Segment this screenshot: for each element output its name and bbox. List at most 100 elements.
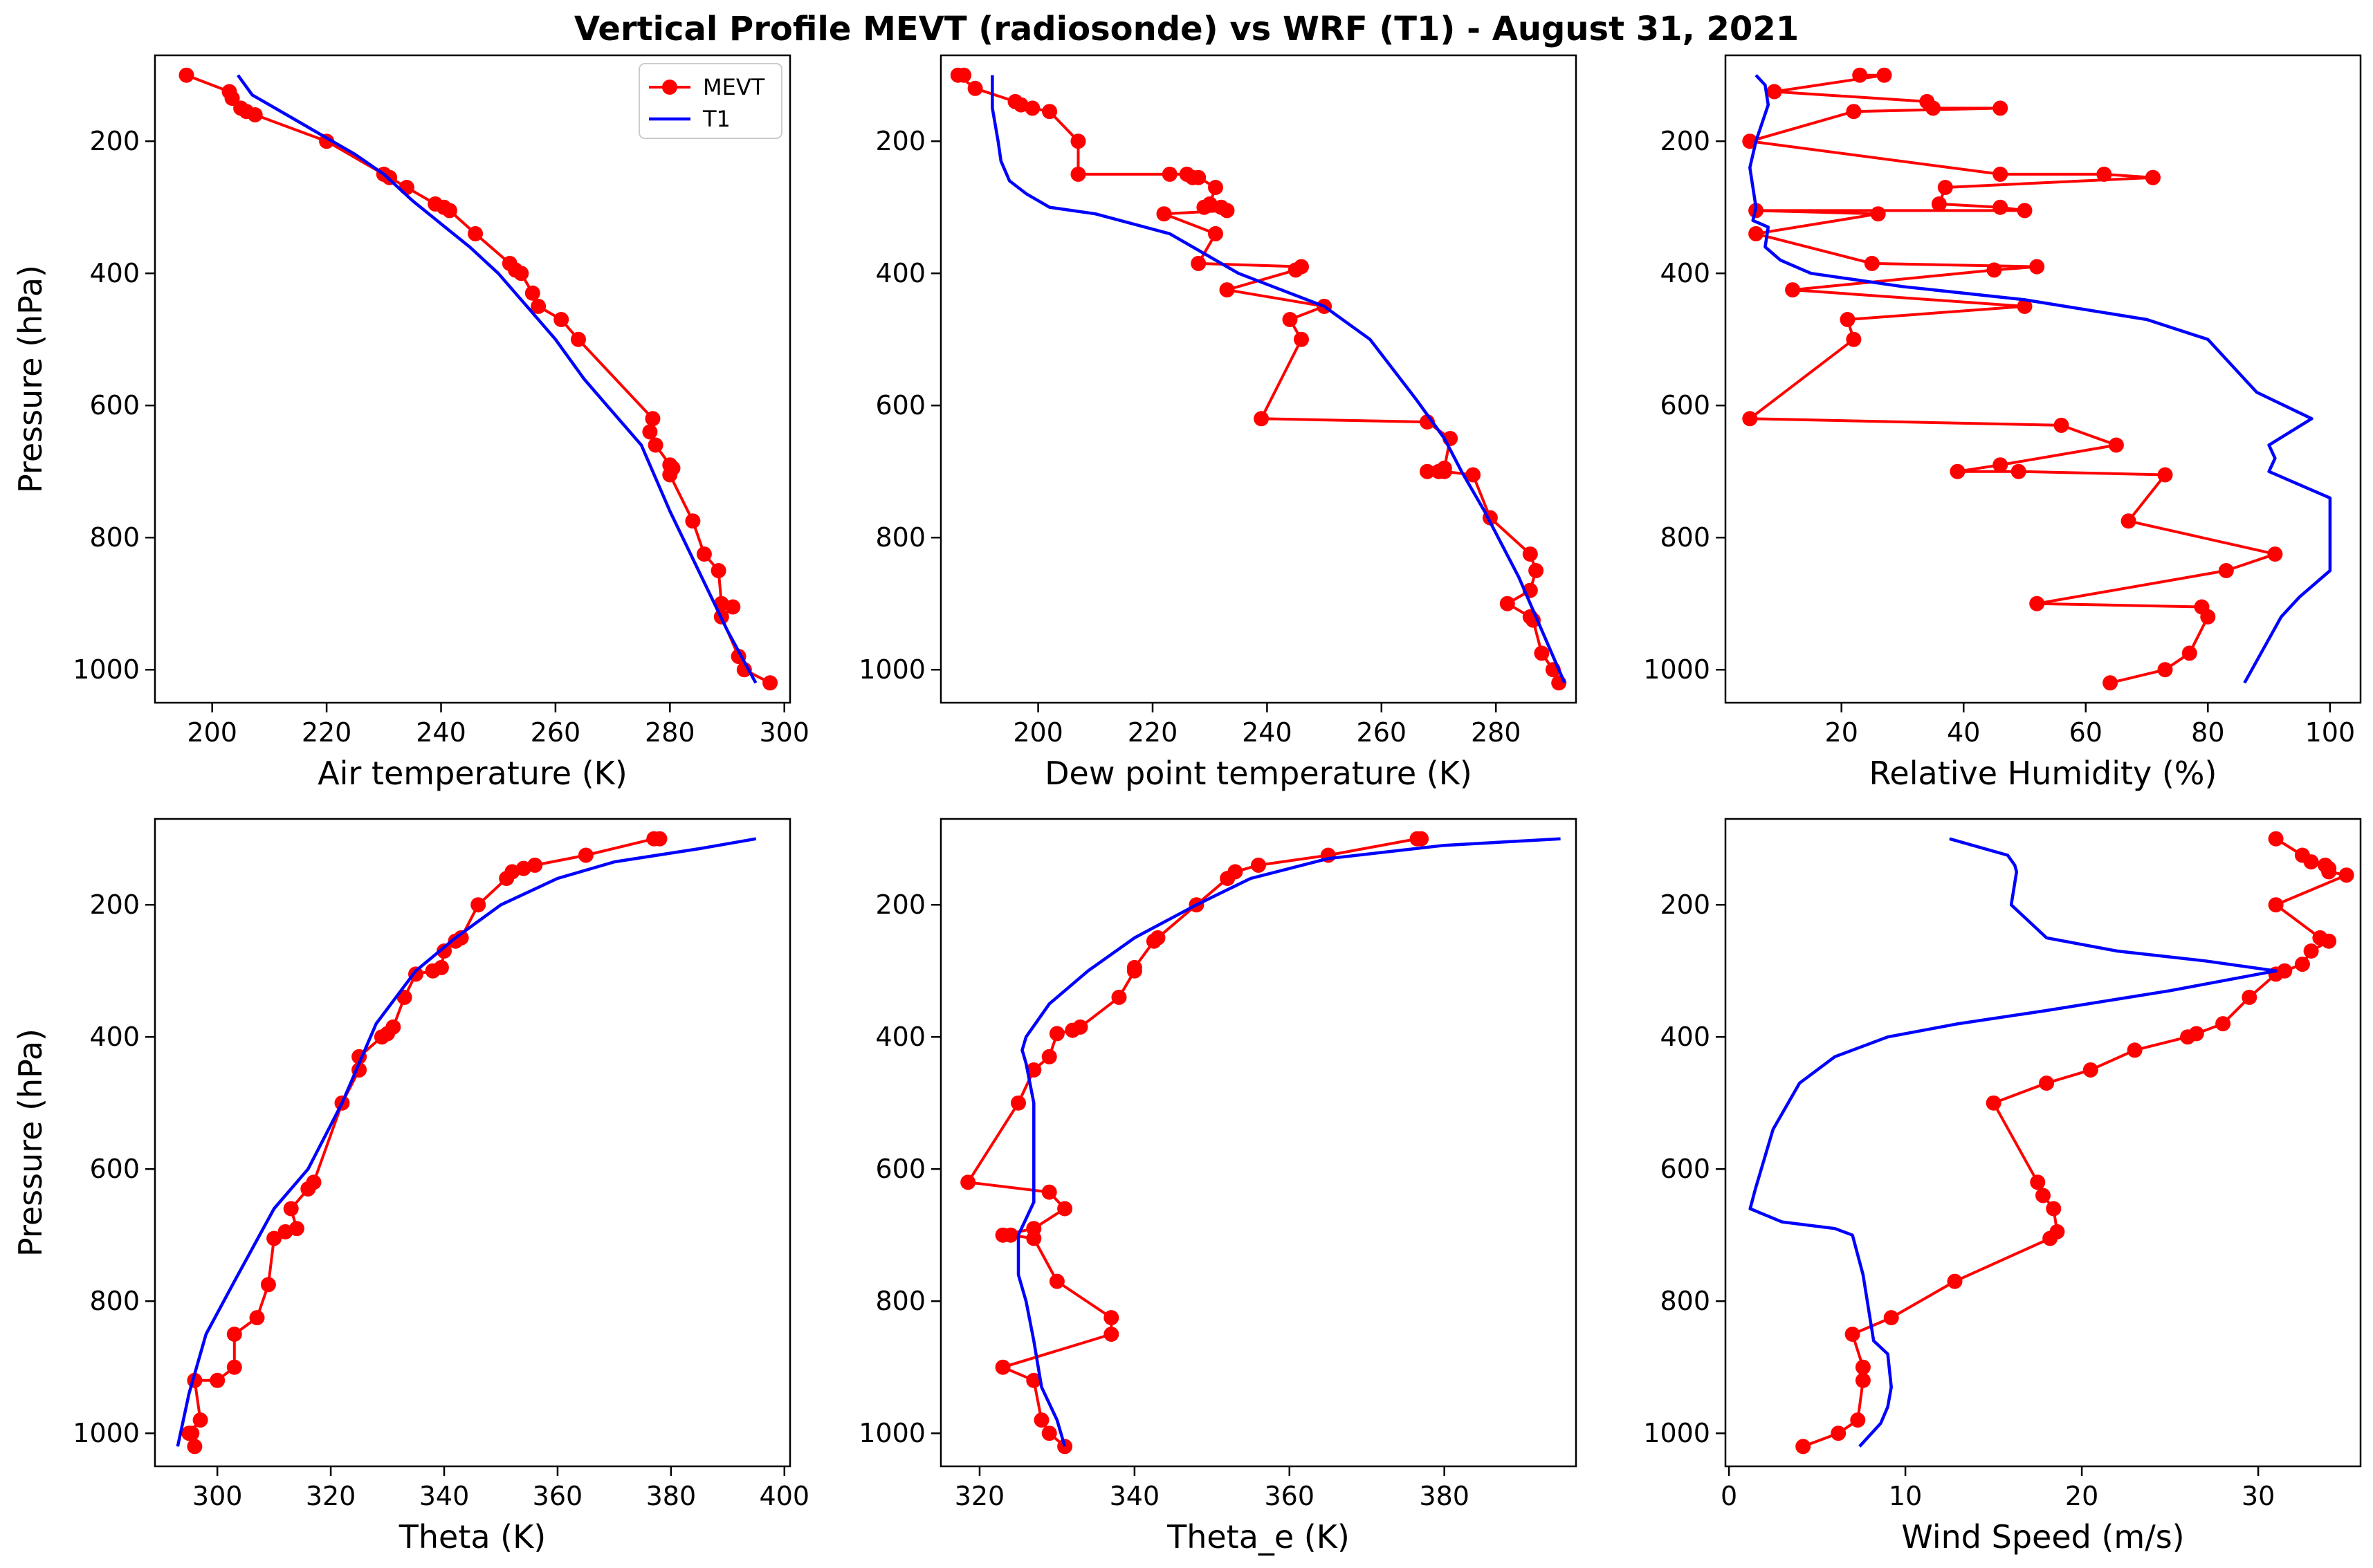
data-point-mevt xyxy=(2268,831,2284,847)
data-point-mevt xyxy=(1409,831,1425,847)
data-point-mevt xyxy=(1219,203,1235,219)
data-point-mevt xyxy=(2294,957,2310,972)
x-tick-label: 100 xyxy=(2305,717,2356,748)
data-point-mevt xyxy=(1864,255,1880,271)
data-point-mevt xyxy=(2268,897,2284,913)
data-point-mevt xyxy=(1070,133,1086,149)
data-point-mevt xyxy=(247,107,263,122)
data-point-mevt xyxy=(1041,1426,1057,1441)
y-tick-label: 1000 xyxy=(73,654,140,685)
chart-top-middle: 200 220 240 260 280 200 400 600 800 1000 Dew point… xyxy=(859,54,1577,792)
data-point-mevt xyxy=(662,467,678,483)
data-point-mevt xyxy=(1766,84,1782,100)
data-point-mevt xyxy=(646,831,662,847)
data-point-mevt xyxy=(2096,166,2112,182)
data-point-mevt xyxy=(1162,166,1178,182)
y-tick-label: 1000 xyxy=(1643,654,1710,685)
data-point-mevt xyxy=(1850,1412,1866,1428)
x-tick-label: 300 xyxy=(759,717,809,748)
data-point-mevt xyxy=(468,225,484,241)
chart-bottom-left: 300 320 340 360 380 400 200 400 600 800 1000 Theta … xyxy=(12,818,809,1556)
data-point-mevt xyxy=(1992,100,2008,116)
data-point-mevt xyxy=(2181,645,2197,661)
x-tick-label: 240 xyxy=(1242,717,1292,748)
axes-frame xyxy=(1724,54,2362,704)
data-point-mevt xyxy=(2157,467,2173,483)
axes-frame xyxy=(940,818,1577,1468)
x-tick-label: 320 xyxy=(306,1481,356,1511)
data-point-mevt xyxy=(266,1230,282,1246)
data-point-mevt xyxy=(2157,662,2173,678)
series-line-mevt xyxy=(1748,73,2277,685)
data-point-mevt xyxy=(2321,933,2337,949)
data-point-mevt xyxy=(1126,963,1142,979)
data-point-mevt xyxy=(2215,1016,2231,1032)
x-tick-label: 20 xyxy=(1825,717,1858,748)
data-point-mevt xyxy=(1065,1022,1081,1038)
data-point-mevt xyxy=(2039,1076,2055,1091)
data-point-mevt xyxy=(1992,457,2008,473)
axes-frame xyxy=(1724,818,2362,1468)
data-point-mevt xyxy=(2303,854,2319,870)
data-point-mevt xyxy=(1156,206,1172,222)
data-point-mevt xyxy=(499,871,515,886)
data-point-mevt xyxy=(1254,411,1270,427)
data-point-mevt xyxy=(192,1412,208,1428)
data-point-mevt xyxy=(642,424,658,440)
data-point-mevt xyxy=(1282,312,1298,327)
data-point-mevt xyxy=(1436,463,1452,479)
data-point-mevt xyxy=(1855,1372,1871,1388)
data-point-mevt xyxy=(1041,1049,1057,1064)
y-tick-label: 600 xyxy=(1660,1154,1710,1184)
data-point-mevt xyxy=(226,1327,242,1342)
data-point-mevt xyxy=(187,1439,203,1455)
x-tick-label: 360 xyxy=(533,1481,583,1511)
x-tick-label: 10 xyxy=(1889,1481,1922,1511)
x-tick-label: 60 xyxy=(2069,717,2102,748)
data-point-mevt xyxy=(1026,1230,1042,1246)
data-point-mevt xyxy=(1795,1439,1811,1455)
data-point-mevt xyxy=(1026,1372,1042,1388)
data-point-mevt xyxy=(1034,1412,1050,1428)
data-point-mevt xyxy=(685,513,701,529)
y-tick-label: 400 xyxy=(1660,258,1710,288)
y-tick-label: 1000 xyxy=(73,1418,140,1448)
data-point-mevt xyxy=(1196,199,1212,215)
data-point-mevt xyxy=(1288,262,1303,278)
x-axis-label: Air temperature (K) xyxy=(318,755,627,792)
data-point-mevt xyxy=(2053,417,2069,433)
series-line-t1 xyxy=(991,75,1566,684)
data-point-mevt xyxy=(1870,206,1886,222)
x-tick-label: 320 xyxy=(955,1481,1005,1511)
data-point-mevt xyxy=(1208,180,1223,195)
data-point-mevt xyxy=(960,1174,976,1190)
data-point-mevt xyxy=(2046,1201,2062,1217)
y-tick-label: 800 xyxy=(89,522,140,553)
series-line-t1 xyxy=(1016,837,1561,1447)
y-tick-label: 800 xyxy=(875,522,926,553)
data-point-mevt xyxy=(531,298,547,314)
data-point-mevt xyxy=(513,266,529,282)
data-point-mevt xyxy=(1840,312,1856,327)
y-tick-label: 200 xyxy=(1660,126,1710,156)
x-axis-label: Theta (K) xyxy=(398,1518,546,1556)
y-tick-label: 800 xyxy=(875,1286,926,1316)
y-tick-label: 200 xyxy=(875,126,926,156)
x-tick-label: 380 xyxy=(646,1481,697,1511)
data-point-mevt xyxy=(1111,989,1127,1005)
x-axis-label: Relative Humidity (%) xyxy=(1869,755,2217,792)
series-line-t1 xyxy=(176,837,757,1447)
data-point-mevt xyxy=(1855,1359,1871,1375)
data-point-mevt xyxy=(249,1310,265,1326)
y-tick-label: 200 xyxy=(1660,889,1710,920)
x-tick-label: 300 xyxy=(192,1481,243,1511)
data-point-mevt xyxy=(1534,645,1550,661)
x-tick-label: 220 xyxy=(1128,717,1178,748)
data-point-mevt xyxy=(1208,225,1223,241)
x-tick-label: 80 xyxy=(2191,717,2224,748)
data-point-mevt xyxy=(210,1372,226,1388)
y-axis-label: Pressure (hPa) xyxy=(12,1029,49,1257)
data-point-mevt xyxy=(1522,546,1538,562)
x-tick-label: 280 xyxy=(645,717,695,748)
